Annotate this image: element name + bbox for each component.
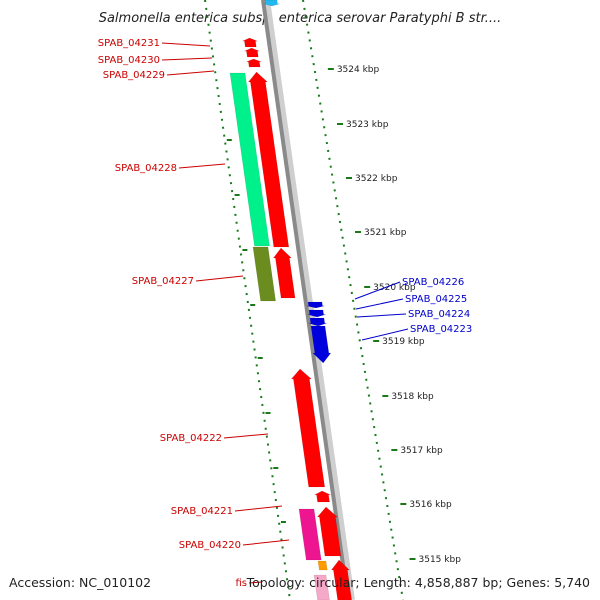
scale-dotted-lines [204, 0, 404, 600]
gene-label-leader [355, 298, 404, 310]
tick-label: 3517 kbp [400, 446, 443, 456]
gene-label-text[interactable]: SPAB_04229 [103, 70, 165, 81]
gene-label-left[interactable]: fis [235, 578, 263, 589]
gene-label-text[interactable]: SPAB_04223 [410, 324, 472, 335]
gene-label-left[interactable]: SPAB_04221 [171, 505, 283, 517]
gene-label-left[interactable]: SPAB_04231 [98, 38, 211, 49]
gene-label-text[interactable]: SPAB_04225 [405, 294, 467, 305]
tick: 3518 kbp [382, 392, 434, 402]
tick: 3521 kbp [355, 228, 407, 238]
gene-label-leader [356, 313, 407, 318]
gene-label-leader [161, 42, 211, 47]
tick-label: 3515 kbp [419, 555, 462, 565]
tick: 3520 kbp [364, 283, 416, 293]
gene-feature-red-c [314, 490, 331, 503]
gene-label-text[interactable]: SPAB_04227 [132, 276, 194, 287]
kbp-ticks: 3524 kbp 3523 kbp 3522 kbp 3521 kbp 3520 kbp… [226, 65, 462, 565]
tick: 3522 kbp [346, 174, 398, 184]
accession-text: Accession: NC_010102 [9, 575, 151, 590]
gene-label-text[interactable]: SPAB_04226 [402, 277, 464, 288]
gene-labels: SPAB_04231 SPAB_04230 SPAB_04229 SPAB_04228… [98, 38, 473, 589]
gene-label-right[interactable]: SPAB_04226 [354, 277, 464, 300]
tick-label: 3522 kbp [355, 174, 398, 184]
gene-feature-spab04224 [308, 317, 327, 327]
gene-label-leader [161, 57, 213, 61]
gene-label-text[interactable]: fis [235, 578, 247, 589]
gene-label-leader [223, 433, 269, 439]
gene-label-text[interactable]: SPAB_04228 [115, 163, 177, 174]
gene-label-right[interactable]: SPAB_04224 [356, 309, 470, 320]
tick: 3517 kbp [391, 446, 443, 456]
tick-label: 3521 kbp [364, 228, 407, 238]
tick-label: 3516 kbp [409, 500, 452, 510]
tick-label: 3519 kbp [382, 337, 425, 347]
gene-features [229, 0, 352, 600]
tick: 3519 kbp [373, 337, 425, 347]
gene-label-leader [166, 70, 215, 76]
scale-line-1 [204, 0, 291, 600]
gene-feature-spab04220 [316, 506, 342, 557]
gene-feature-spab04222 [290, 368, 326, 488]
gene-feature-red-b [272, 247, 296, 299]
gene-feature-spab04227 [252, 246, 276, 302]
tick-label: 3524 kbp [337, 65, 380, 75]
genome-title: Salmonella enterica subsp. enterica sero… [99, 11, 502, 26]
gene-feature-red-a [247, 71, 290, 248]
tick: 3516 kbp [400, 500, 452, 510]
tick-label: 3523 kbp [346, 120, 389, 130]
gene-label-text[interactable]: SPAB_04231 [98, 38, 160, 49]
tick: 3515 kbp [409, 555, 462, 565]
gene-label-text[interactable]: SPAB_04224 [408, 309, 470, 320]
scale-line-2 [302, 0, 404, 600]
gene-label-text[interactable]: SPAB_04221 [171, 506, 233, 517]
gene-feature-spab04225 [307, 309, 326, 318]
gene-label-left[interactable]: SPAB_04227 [132, 275, 244, 287]
gene-feature-spab04231 [242, 37, 258, 48]
gene-label-leader [354, 281, 401, 300]
gene-feature-cyan [263, 0, 280, 7]
tick: 3524 kbp [327, 65, 380, 75]
gene-label-text[interactable]: SPAB_04220 [179, 540, 241, 551]
gene-feature-spab04228 [229, 72, 270, 247]
gene-label-leader [242, 539, 290, 546]
gene-label-leader [195, 275, 244, 282]
gene-label-text[interactable]: SPAB_04222 [160, 433, 222, 444]
tick-label: 3518 kbp [391, 392, 434, 402]
gene-feature-spab04221 [298, 508, 322, 561]
gene-feature-spab04223 [310, 325, 332, 364]
gene-label-leader [248, 581, 263, 584]
gene-feature-spab04230 [244, 47, 260, 58]
gene-label-left[interactable]: SPAB_04228 [115, 163, 226, 174]
gene-label-left[interactable]: SPAB_04222 [160, 433, 269, 444]
gene-label-right[interactable]: SPAB_04223 [361, 324, 472, 341]
gene-label-leader [234, 505, 283, 512]
gene-label-text[interactable]: SPAB_04230 [98, 55, 160, 66]
gene-label-right[interactable]: SPAB_04225 [355, 294, 467, 310]
gene-feature-red-d [330, 559, 352, 600]
gene-feature-orange [317, 560, 328, 571]
gene-label-leader [361, 328, 409, 341]
gene-label-left[interactable]: SPAB_04229 [103, 70, 215, 81]
tick: 3523 kbp [337, 120, 389, 130]
topology-text: Topology: circular; Length: 4,858,887 bp… [246, 575, 590, 590]
gene-label-leader [178, 163, 226, 169]
gene-label-left[interactable]: SPAB_04230 [98, 55, 213, 66]
tick-label: 3520 kbp [373, 283, 416, 293]
gene-feature-pink [313, 574, 330, 600]
genome-backbone [261, 0, 355, 600]
gene-feature-spab04226 [306, 301, 325, 309]
gene-feature-spab04229 [246, 58, 262, 68]
gene-label-left[interactable]: SPAB_04220 [179, 539, 290, 551]
